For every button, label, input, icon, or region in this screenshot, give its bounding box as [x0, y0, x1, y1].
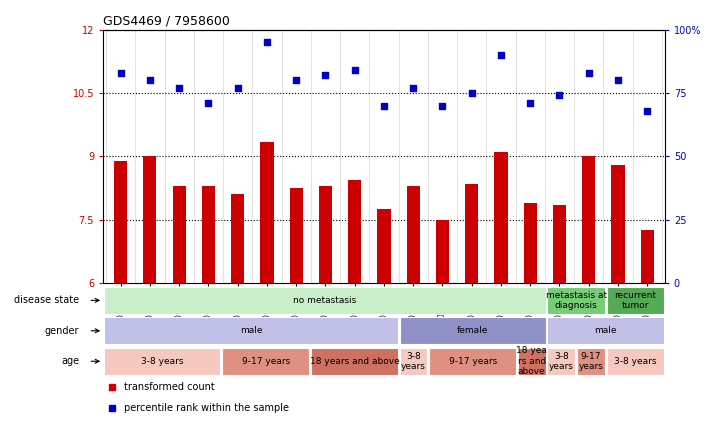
Bar — [231, 194, 245, 283]
Bar — [260, 142, 274, 283]
Text: 3-8 years: 3-8 years — [614, 357, 656, 366]
Point — [173, 85, 185, 91]
Bar — [465, 184, 479, 283]
Point — [583, 69, 594, 76]
Point — [291, 77, 302, 84]
Bar — [173, 186, 186, 283]
Point — [437, 102, 448, 109]
Bar — [547, 287, 605, 314]
Bar — [436, 220, 449, 283]
Text: 9-17 years: 9-17 years — [449, 357, 497, 366]
Bar — [223, 348, 309, 375]
Text: percentile rank within the sample: percentile rank within the sample — [124, 403, 289, 413]
Text: 9-17
years: 9-17 years — [579, 352, 604, 371]
Text: 3-8
years: 3-8 years — [549, 352, 574, 371]
Bar — [348, 179, 361, 283]
Bar — [611, 165, 624, 283]
Bar — [523, 203, 537, 283]
Bar — [104, 317, 398, 344]
Bar — [319, 186, 332, 283]
Point — [349, 67, 360, 74]
Point — [612, 77, 624, 84]
Text: 18 years and above: 18 years and above — [309, 357, 400, 366]
Point — [496, 52, 507, 58]
Point — [641, 107, 653, 114]
Bar — [378, 209, 390, 283]
Bar — [400, 317, 545, 344]
Bar — [202, 186, 215, 283]
Text: 18 yea
rs and
above: 18 yea rs and above — [516, 346, 547, 376]
Bar — [518, 348, 545, 375]
Bar — [606, 348, 664, 375]
Point — [320, 72, 331, 79]
Text: GDS4469 / 7958600: GDS4469 / 7958600 — [103, 14, 230, 27]
Point — [525, 100, 536, 107]
Text: female: female — [457, 326, 488, 335]
Point — [144, 77, 156, 84]
Text: male: male — [594, 326, 617, 335]
Bar — [144, 157, 156, 283]
Bar — [606, 287, 664, 314]
Text: recurrent
tumor: recurrent tumor — [614, 291, 656, 310]
Text: male: male — [240, 326, 262, 335]
Bar — [104, 287, 545, 314]
Bar — [114, 160, 127, 283]
Point — [115, 69, 127, 76]
Bar — [104, 348, 220, 375]
Bar — [547, 317, 664, 344]
Bar — [494, 152, 508, 283]
Bar — [429, 348, 516, 375]
Point — [203, 100, 214, 107]
Bar — [553, 205, 566, 283]
Text: transformed count: transformed count — [124, 382, 215, 392]
Text: gender: gender — [45, 326, 80, 336]
Text: age: age — [61, 356, 80, 366]
Point — [261, 39, 272, 46]
Point — [466, 90, 477, 96]
Bar — [577, 348, 605, 375]
Point — [232, 85, 243, 91]
Bar — [641, 230, 654, 283]
Bar — [311, 348, 398, 375]
Bar — [289, 188, 303, 283]
Text: 3-8
years: 3-8 years — [401, 352, 426, 371]
Point — [407, 85, 419, 91]
Bar — [547, 348, 575, 375]
Text: disease state: disease state — [14, 295, 80, 305]
Text: metastasis at
diagnosis: metastasis at diagnosis — [545, 291, 606, 310]
Point — [554, 92, 565, 99]
Text: 3-8 years: 3-8 years — [141, 357, 183, 366]
Bar — [400, 348, 427, 375]
Bar — [582, 157, 595, 283]
Bar — [407, 186, 419, 283]
Point — [378, 102, 390, 109]
Text: no metastasis: no metastasis — [293, 296, 356, 305]
Text: 9-17 years: 9-17 years — [242, 357, 290, 366]
